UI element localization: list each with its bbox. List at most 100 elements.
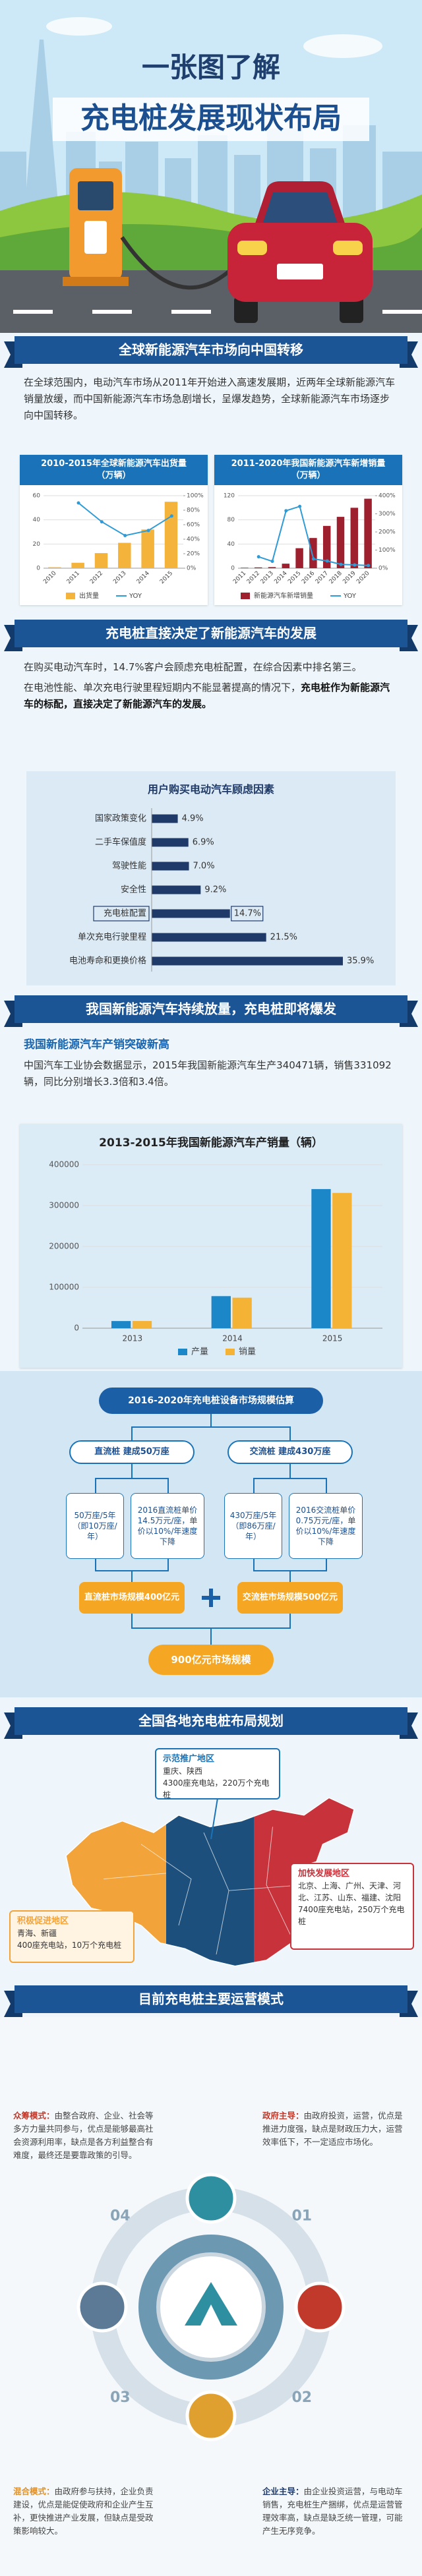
branch-price: 2016直流桩单价14.5万元/座，单价以10%/年速度下降 bbox=[131, 1493, 204, 1559]
legend-label: 新能源汽车新增销量 bbox=[254, 591, 313, 600]
bar bbox=[141, 529, 154, 568]
region-places: 青海、新疆 bbox=[17, 1929, 57, 1938]
bar bbox=[268, 567, 276, 568]
branch-market: 直流桩市场规模400亿元 bbox=[79, 1582, 185, 1614]
mode-number: 02 bbox=[291, 2389, 312, 2406]
value-label: 7.0% bbox=[193, 862, 215, 871]
category-label: 二手车保值度 bbox=[95, 837, 146, 848]
header-title: 一张图了解 bbox=[142, 51, 280, 84]
chart-panel: 0 100000 200000 300000 400000 2013 2014 2015 产量 销… bbox=[20, 1124, 402, 1368]
mode-name: 众筹模式： bbox=[13, 2111, 55, 2121]
road-marks bbox=[13, 310, 422, 314]
y2-tick-label: 20% bbox=[187, 551, 200, 558]
value-label: 21.5% bbox=[270, 933, 297, 943]
y2-tick-label: 200% bbox=[378, 529, 396, 536]
mode-icon bbox=[76, 2281, 128, 2333]
region-places: 北京、上海、广州、天津、河北、江苏、山东、福建、沈阳 bbox=[298, 1881, 402, 1902]
y-tick-label: 40 bbox=[227, 541, 235, 548]
point bbox=[311, 557, 315, 561]
connector bbox=[131, 1426, 291, 1440]
x-tick-label: 2013 bbox=[112, 570, 127, 585]
banner-title: 全球新能源汽车市场向中国转移 bbox=[118, 342, 303, 358]
branch-market: 交流桩市场规模500亿元 bbox=[237, 1582, 343, 1614]
x-tick-label: 2016 bbox=[301, 570, 316, 585]
section-subtitle: 我国新能源汽车产销突破新高 bbox=[24, 1038, 169, 1051]
highlight-box bbox=[93, 906, 150, 922]
map-region bbox=[65, 1820, 167, 1945]
legend-label: 销量 bbox=[239, 1347, 256, 1357]
point bbox=[284, 509, 288, 513]
point bbox=[325, 559, 329, 563]
bar bbox=[364, 498, 372, 568]
bar bbox=[322, 525, 331, 568]
bar bbox=[152, 885, 201, 894]
y2-tick-label: 300% bbox=[378, 511, 396, 517]
connector bbox=[211, 1614, 291, 1629]
paragraph: 在电池性能、单次充电行驶里程短期内不能显著提高的情况下，充电桩作为新能源汽车的标… bbox=[24, 680, 398, 713]
banner-band bbox=[15, 336, 407, 364]
y2-tick-label: 80% bbox=[187, 508, 200, 514]
category-label: 电池寿命和更换价格 bbox=[69, 956, 146, 966]
banner-band bbox=[15, 995, 407, 1023]
y-tick-label: 100000 bbox=[49, 1283, 79, 1292]
plus-sign bbox=[209, 1589, 213, 1607]
bar bbox=[152, 956, 343, 966]
y-tick-label: 400000 bbox=[49, 1160, 79, 1169]
text-run: 在全球范围内，电动汽车市场从2011年开始进入高速发展期，近两年全球新能源汽车销… bbox=[24, 376, 396, 421]
chart-panel: 0 20 40 60 0% 20% 40% 60% 80% 100% 2010 2011 2012 201… bbox=[20, 455, 208, 605]
mode-number: 03 bbox=[110, 2389, 131, 2406]
section-text: 中国汽车工业协会数据显示，2015年我国新能源汽车生产340471辆，销售331… bbox=[24, 1057, 398, 1094]
mode-desc: 由企业投资运营，与电动车销售，充电桩生产捆绑，优点是运营管理效率高，缺点是缺乏统… bbox=[262, 2486, 403, 2536]
text-run: 在电池性能、单次充电行驶里程短期内不能显著提高的情况下， bbox=[24, 682, 301, 693]
bar bbox=[152, 862, 189, 871]
branch-type: 交流桩 建成430万座 bbox=[227, 1440, 353, 1464]
bar bbox=[111, 1321, 131, 1328]
bar bbox=[211, 1296, 231, 1328]
connector bbox=[131, 1614, 211, 1629]
y2-tick-label: 100% bbox=[378, 547, 396, 554]
text-run: 在购买电动汽车时，14.7%客户会顾虑充电桩配置，在综合因素中排名第三。 bbox=[24, 661, 362, 673]
point bbox=[146, 529, 150, 533]
mode-icon bbox=[185, 2173, 237, 2224]
chart-panel: 0 40 80 120 0% 100% 200% 300% 400% 2011 2012 2013 20… bbox=[214, 455, 402, 605]
bar bbox=[152, 814, 178, 823]
y2-tick-label: 400% bbox=[378, 493, 396, 500]
legend-label: 出货量 bbox=[79, 591, 99, 600]
banner-title: 目前充电桩主要运营模式 bbox=[138, 1991, 284, 2007]
x-tick-label: 2019 bbox=[342, 570, 357, 585]
x-tick-label: 2015 bbox=[322, 1334, 343, 1343]
mode-name: 企业主导： bbox=[262, 2486, 304, 2496]
legend-label: YOY bbox=[129, 593, 142, 600]
bar bbox=[295, 548, 303, 568]
region-plan: 400座充电站，10万个充电桩 bbox=[17, 1941, 122, 1950]
category-label: 国家政策变化 bbox=[95, 813, 146, 824]
banner-title: 我国新能源汽车持续放量，充电桩即将爆发 bbox=[86, 1001, 337, 1017]
category-label: 驾驶性能 bbox=[112, 862, 146, 871]
region-plan: 4300座充电站，220万个充电桩 bbox=[163, 1778, 270, 1800]
bar bbox=[71, 562, 84, 568]
point bbox=[353, 563, 357, 567]
mode-icon bbox=[185, 2390, 237, 2442]
point bbox=[298, 504, 302, 508]
chart-title: 2011-2020年我国新能源汽车新增销量（万辆） bbox=[214, 455, 402, 485]
x-tick-label: 2010 bbox=[42, 570, 57, 585]
x-tick-label: 2020 bbox=[355, 570, 371, 585]
x-tick-label: 2012 bbox=[89, 570, 104, 585]
cloud bbox=[303, 34, 382, 58]
y-tick-label: 40 bbox=[33, 517, 41, 523]
category-label: 安全性 bbox=[121, 885, 146, 895]
mode-name: 混合模式： bbox=[13, 2486, 55, 2496]
mode-icon bbox=[294, 2281, 346, 2333]
value-label: 6.9% bbox=[193, 838, 214, 848]
bar bbox=[232, 1297, 252, 1328]
point bbox=[339, 562, 343, 566]
branch-count: 50万座/5年（即10万座/年） bbox=[66, 1493, 124, 1559]
highlight-box bbox=[231, 906, 264, 922]
mode-number: 04 bbox=[110, 2208, 131, 2224]
mode-text: 众筹模式：由整合政府、企业、社会等多方力量共同参与，优点是能够最高社会资源利用率… bbox=[13, 2109, 160, 2162]
mode-text: 混合模式：由政府参与扶持，企业负责建设，优点是能促使政府和企业产生互补，更快推进… bbox=[13, 2485, 160, 2538]
chart-panel: 国家政策变化 4.9% 二手车保值度 6.9% 驾驶性能 7.0% 安全性 9.2% 充电桩配置… bbox=[26, 771, 396, 985]
charger bbox=[63, 168, 239, 290]
bar bbox=[164, 502, 178, 568]
region-box: 示范推广地区 重庆、陕西 4300座充电站，220万个充电桩 bbox=[155, 1748, 280, 1800]
